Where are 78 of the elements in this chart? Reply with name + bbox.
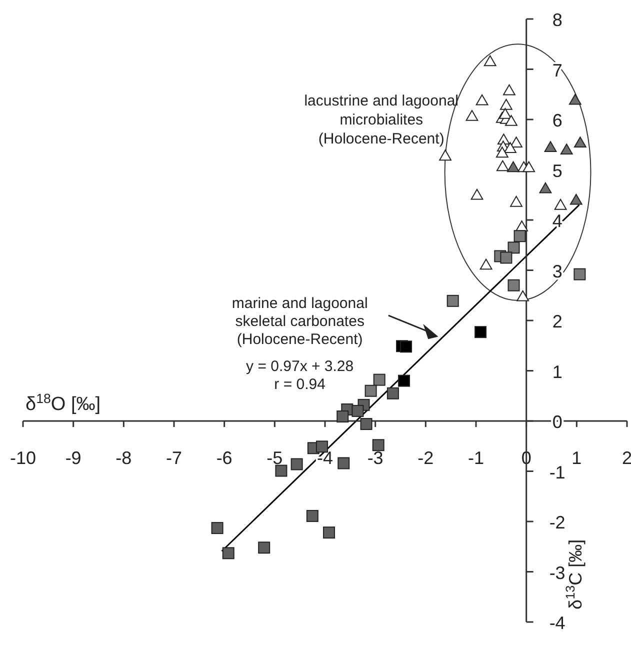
y-tick-label: 8	[552, 10, 562, 30]
x-tick-label: -5	[266, 448, 283, 468]
point	[336, 410, 349, 422]
point	[500, 98, 512, 110]
point	[510, 136, 522, 148]
point	[400, 340, 412, 353]
point	[508, 242, 520, 254]
y-tick-label: 4	[552, 211, 562, 231]
point	[574, 268, 586, 280]
point	[360, 418, 372, 430]
point	[372, 439, 384, 452]
point	[323, 526, 336, 539]
point	[398, 374, 410, 387]
point	[574, 136, 586, 148]
y-tick-label: -4	[549, 613, 566, 633]
x-tick-label: -1	[468, 448, 484, 468]
point	[373, 374, 386, 386]
y-tick-label: 7	[552, 60, 562, 80]
point	[211, 522, 224, 534]
x-tick-label: 1	[572, 448, 582, 468]
x-tick-label: -10	[10, 448, 36, 468]
point	[504, 142, 516, 154]
point	[503, 84, 516, 96]
point	[522, 161, 536, 172]
annotation: marine and lagoonal skeletal carbonates (Holocene-Recent)	[232, 294, 368, 348]
x-tick-label: -2	[418, 448, 434, 468]
annotation: r = 0.94	[274, 376, 326, 393]
point	[500, 252, 512, 264]
y-tick-label: 5	[552, 160, 562, 181]
point	[507, 161, 520, 172]
point	[514, 230, 526, 242]
y-tick-label: 6	[552, 110, 562, 130]
point	[364, 384, 377, 397]
point	[446, 294, 459, 307]
point	[539, 182, 552, 194]
x-tick-label: -7	[166, 448, 182, 468]
point	[554, 198, 567, 210]
x-tick-label: 2	[622, 448, 631, 468]
point	[466, 110, 478, 121]
y-tick-label: -3	[549, 562, 566, 583]
point	[484, 55, 496, 66]
x-tick-label: -9	[65, 448, 82, 468]
x-tick-label: -6	[216, 448, 232, 468]
point	[222, 547, 234, 560]
y-tick-label: -1	[549, 462, 566, 482]
point	[476, 94, 488, 106]
point	[496, 160, 509, 172]
point	[306, 510, 318, 522]
point	[568, 94, 582, 105]
annotation: lacustrine and lagoonal microbialites (Holocene-Recent)	[304, 92, 459, 148]
point	[505, 115, 518, 126]
x-tick-label: -4	[316, 448, 334, 468]
point	[544, 141, 557, 152]
y-tick-label: 2	[552, 312, 562, 332]
point	[338, 457, 350, 470]
point	[516, 290, 530, 302]
point	[498, 108, 512, 119]
point	[470, 188, 484, 200]
x-tick-label: -8	[116, 448, 132, 468]
point	[386, 387, 399, 400]
point	[480, 258, 492, 270]
y-tick-label: 3	[552, 261, 562, 282]
point	[275, 464, 288, 477]
point	[496, 146, 508, 158]
point	[290, 458, 303, 470]
annotation: y = 0.97x + 3.28	[246, 358, 354, 375]
y-tick-label: -2	[549, 512, 566, 532]
point	[508, 279, 520, 292]
y-tick-label: 1	[552, 362, 562, 382]
point	[258, 542, 270, 554]
x-tick-label: -3	[367, 448, 384, 468]
x-axis-title: δ$^{18}$O [‰]	[26, 390, 101, 415]
point	[560, 144, 573, 155]
point	[474, 326, 487, 338]
point	[439, 150, 452, 161]
point	[352, 404, 364, 417]
point	[510, 196, 522, 207]
point	[570, 194, 582, 205]
